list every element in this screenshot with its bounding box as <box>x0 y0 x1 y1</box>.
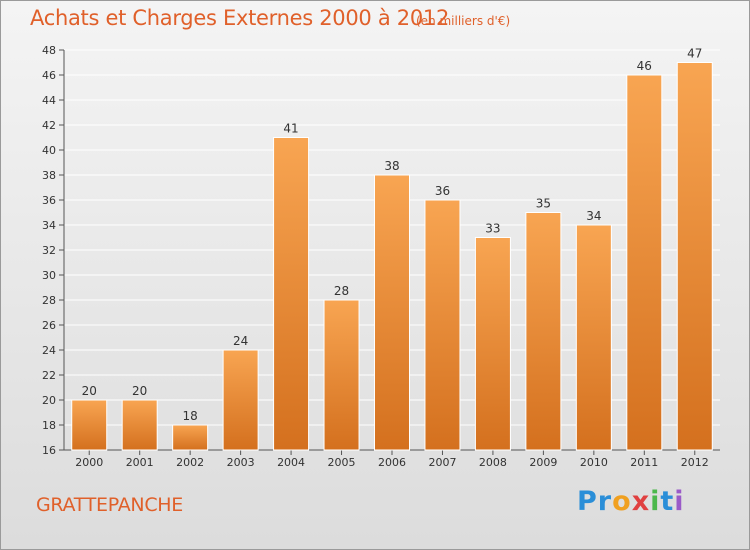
x-tick-label: 2001 <box>126 456 154 469</box>
bar-value-label: 35 <box>536 197 551 211</box>
bar <box>374 174 410 451</box>
brand-letter: i <box>674 486 685 517</box>
bar-value-label: 38 <box>384 159 399 173</box>
labels: 20 2000 20 2001 18 2002 24 2003 41 2004 28 2005 38 20… <box>75 47 709 470</box>
bar <box>172 424 209 451</box>
bar <box>474 237 511 451</box>
bar <box>323 299 360 451</box>
bar <box>121 399 158 451</box>
y-tick-label: 20 <box>42 394 56 407</box>
x-tick-label: 2008 <box>479 456 507 469</box>
brand-letter: P <box>577 486 598 517</box>
x-tick-label: 2007 <box>428 456 456 469</box>
y-tick-label: 42 <box>42 119 56 132</box>
chart-unit: (en milliers d'€) <box>416 14 511 28</box>
x-tick-label: 2012 <box>681 456 709 469</box>
bar-value-label: 46 <box>637 59 652 73</box>
bar <box>424 199 461 451</box>
brand-letter: i <box>650 486 661 517</box>
bar-value-label: 41 <box>283 122 298 136</box>
bar <box>71 399 108 451</box>
bar-value-label: 34 <box>586 209 601 223</box>
y-tick-label: 16 <box>42 444 56 457</box>
x-tick-label: 2003 <box>227 456 255 469</box>
bar-value-label: 28 <box>334 284 349 298</box>
bar <box>222 349 259 451</box>
bar <box>676 62 713 451</box>
y-tick-label: 36 <box>42 194 56 207</box>
y-tick-label: 24 <box>42 344 56 357</box>
commune-name: GRATTEPANCHE <box>36 494 183 516</box>
brand-letter: r <box>597 486 613 517</box>
y-tick-label: 18 <box>42 419 56 432</box>
bar-value-label: 47 <box>687 47 702 61</box>
y-tick-label: 30 <box>42 269 56 282</box>
y-tick-label: 40 <box>42 144 56 157</box>
x-tick-label: 2004 <box>277 456 305 469</box>
brand-letter: o <box>612 486 632 517</box>
bar-value-label: 24 <box>233 334 248 348</box>
y-tick-label: 38 <box>42 169 56 182</box>
bar-value-label: 18 <box>183 409 198 423</box>
y-tick-label: 46 <box>42 69 56 82</box>
chart-title: Achats et Charges Externes 2000 à 2012 <box>30 6 450 30</box>
brand-letter: x <box>631 486 651 517</box>
bar <box>525 212 562 451</box>
y-tick-label: 32 <box>42 244 56 257</box>
bar <box>575 224 612 451</box>
x-tick-label: 2005 <box>328 456 356 469</box>
y-tick-label: 48 <box>42 44 56 57</box>
brand-letter: t <box>660 486 675 517</box>
bar-value-label: 20 <box>82 384 97 398</box>
x-tick-label: 2010 <box>580 456 608 469</box>
y-tick-label: 44 <box>42 94 56 107</box>
x-tick-label: 2002 <box>176 456 204 469</box>
x-tick-label: 2009 <box>529 456 557 469</box>
bar-value-label: 20 <box>132 384 147 398</box>
y-tick-label: 22 <box>42 369 56 382</box>
x-tick-label: 2006 <box>378 456 406 469</box>
y-tick-label: 34 <box>42 219 56 232</box>
x-tick-label: 2011 <box>630 456 658 469</box>
y-tick-label: 26 <box>42 319 56 332</box>
bars <box>71 62 713 451</box>
bar <box>626 74 663 451</box>
bar-value-label: 33 <box>485 222 500 236</box>
y-tick-label: 28 <box>42 294 56 307</box>
proxiti-logo: Proxiti <box>577 486 685 517</box>
bar <box>273 137 310 451</box>
x-tick-label: 2000 <box>75 456 103 469</box>
bar-value-label: 36 <box>435 184 450 198</box>
